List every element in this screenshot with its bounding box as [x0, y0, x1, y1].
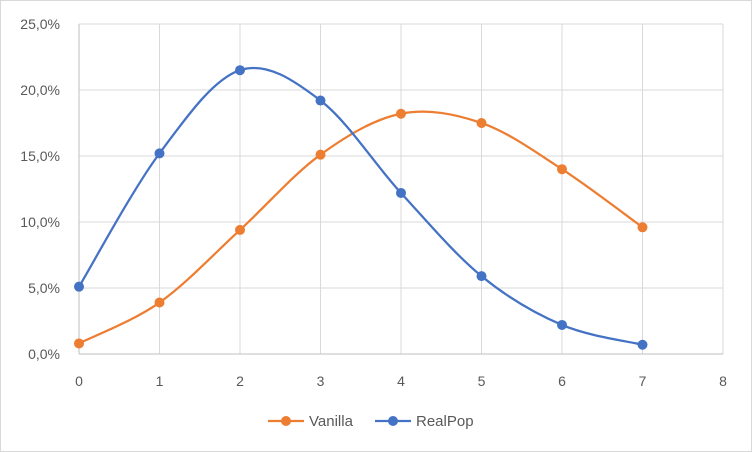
series-layer	[74, 65, 648, 350]
x-tick-label: 4	[397, 373, 405, 389]
data-point-vanilla	[235, 224, 245, 235]
x-tick-label: 5	[478, 373, 486, 389]
y-tick-label: 10,0%	[20, 214, 60, 230]
data-point-vanilla	[476, 118, 487, 128]
legend-swatch-marker	[388, 416, 398, 426]
data-point-realpop	[476, 271, 487, 282]
data-point-realpop	[235, 65, 245, 76]
x-tick-label: 1	[156, 373, 164, 389]
y-tick-label: 15,0%	[20, 148, 60, 164]
legend-item-realpop: RealPop	[375, 413, 474, 430]
x-tick-label: 6	[558, 373, 566, 389]
legend-item-vanilla: Vanilla	[268, 413, 354, 430]
legend-label: RealPop	[416, 413, 474, 430]
y-tick-label: 25,0%	[20, 16, 60, 32]
data-point-vanilla	[396, 108, 406, 119]
data-point-realpop	[315, 95, 326, 106]
data-point-vanilla	[74, 338, 84, 349]
data-point-vanilla	[557, 164, 567, 175]
data-point-vanilla	[315, 149, 326, 160]
data-point-realpop	[557, 319, 567, 330]
legend: Vanilla RealPop	[268, 413, 474, 430]
data-point-vanilla	[637, 222, 648, 233]
tick-labels: 0,0% 5,0% 10,0% 15,0% 20,0% 25,0% 0 1 2 3 4 5 6 7 8	[20, 16, 727, 389]
y-tick-label: 20,0%	[20, 82, 60, 98]
x-tick-label: 2	[236, 373, 244, 389]
data-point-realpop	[637, 339, 648, 350]
x-tick-label: 8	[719, 373, 727, 389]
data-point-vanilla	[154, 297, 165, 308]
legend-label: Vanilla	[309, 413, 354, 430]
y-tick-label: 5,0%	[28, 280, 60, 296]
data-point-realpop	[396, 187, 406, 198]
x-tick-label: 7	[639, 373, 647, 389]
data-point-realpop	[74, 281, 84, 292]
y-tick-label: 0,0%	[28, 346, 60, 362]
x-tick-label: 3	[317, 373, 325, 389]
axes	[78, 24, 723, 355]
series-realpop	[74, 65, 648, 350]
x-tick-label: 0	[75, 373, 83, 389]
data-point-realpop	[154, 148, 165, 159]
legend-swatch-marker	[281, 416, 291, 426]
